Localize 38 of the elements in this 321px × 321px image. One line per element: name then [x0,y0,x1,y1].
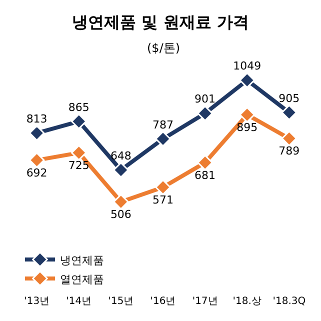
data-label: 787 [152,118,174,132]
point [197,154,213,171]
point [281,130,298,146]
data-label: 692 [26,166,48,180]
x-tick-label: '18.상 [232,296,262,307]
point [28,152,45,168]
point [113,162,129,178]
data-label: 813 [26,112,48,126]
x-tick-label: '13년 [24,296,50,307]
chart-title: 냉연제품 및 원재료 가격 [72,12,249,32]
data-label: 681 [194,168,216,182]
point [70,114,87,130]
x-tick-label: '14년 [66,296,92,307]
data-label: 789 [278,144,300,158]
data-label: 571 [152,193,174,206]
x-tick-label: '16년 [150,296,176,307]
point [239,106,256,123]
legend-label: 냉연제품 [60,254,104,267]
data-label: 905 [278,92,300,105]
data-label: 865 [68,100,90,114]
data-label: 1049 [233,60,262,73]
point [113,194,129,210]
x-tick-label: '17년 [192,296,218,307]
data-label: 725 [68,158,90,172]
data-label: 648 [110,149,132,162]
point [155,179,171,196]
chart-subtitle: ($/톤) [147,41,180,55]
point [239,72,256,88]
data-label: 895 [236,120,258,134]
data-label: 506 [110,208,132,221]
point [155,131,171,147]
point [281,104,298,120]
point [70,144,87,161]
x-tick-label: '18.3Q [272,296,306,307]
data-label: 901 [194,92,216,106]
legend-label: 열연제품 [60,272,104,286]
x-tick-label: '15년 [108,296,134,307]
point [197,105,213,122]
